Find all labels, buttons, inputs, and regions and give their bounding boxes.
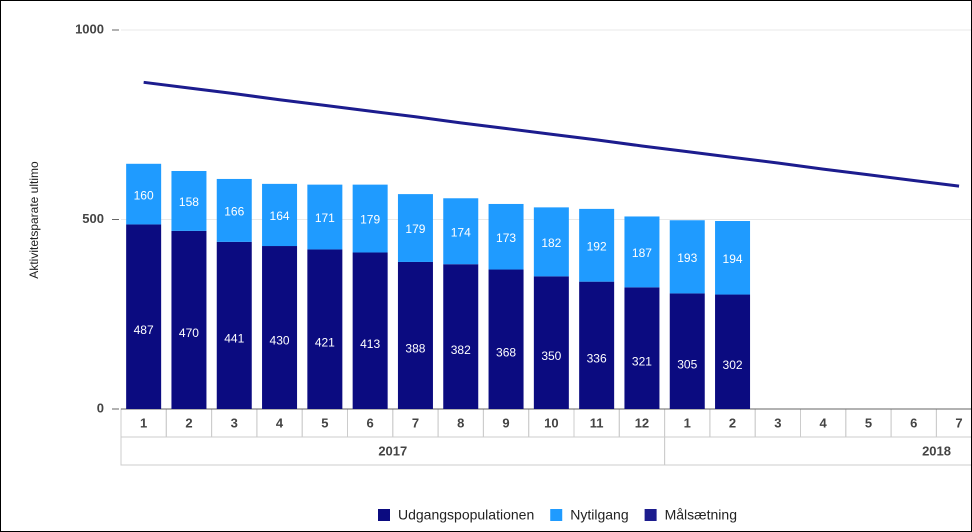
value-label: 487 [134, 323, 154, 337]
bar [579, 281, 615, 409]
value-label: 302 [723, 358, 743, 372]
x-tick-label: 8 [457, 415, 464, 430]
bar [171, 170, 207, 231]
value-label: 421 [315, 335, 335, 349]
value-label: 160 [134, 188, 154, 202]
bar [669, 293, 705, 409]
legend-swatch [378, 509, 390, 521]
bar [307, 184, 343, 250]
value-label: 382 [451, 343, 471, 357]
value-label: 305 [677, 357, 697, 371]
bar [488, 203, 524, 270]
x-tick-label: 9 [502, 415, 509, 430]
x-tick-label: 3 [774, 415, 781, 430]
value-label: 187 [632, 246, 652, 260]
value-label: 179 [360, 213, 380, 227]
x-tick-label: 1 [140, 415, 147, 430]
y-tick-label: 1000 [75, 21, 104, 36]
line [143, 80, 960, 188]
bar [171, 230, 207, 409]
value-label: 470 [179, 326, 199, 340]
bar [126, 224, 162, 409]
value-label: 158 [179, 195, 199, 209]
bar [262, 183, 298, 247]
value-label: 192 [587, 239, 607, 253]
x-tick-label: 3 [231, 415, 238, 430]
bar [307, 249, 343, 409]
bar [488, 269, 524, 409]
bar [397, 194, 433, 262]
x-tick-label: 5 [865, 415, 872, 430]
legend-swatch [550, 509, 563, 521]
x-tick-label: 5 [321, 415, 328, 430]
x-tick-label: 2 [185, 415, 192, 430]
legend-label: Nytilgang [570, 507, 628, 523]
value-label: 321 [632, 354, 652, 368]
bar [533, 207, 569, 277]
group-cell [664, 436, 971, 466]
legend-swatch [644, 509, 657, 521]
value-label: 194 [723, 252, 743, 266]
value-label: 441 [224, 332, 244, 346]
x-tick-label: 12 [635, 415, 649, 430]
value-label: 166 [224, 205, 244, 219]
x-tick-label: 4 [276, 415, 284, 430]
value-label: 174 [451, 225, 471, 239]
x-tick-label: 6 [910, 415, 917, 430]
value-label: 336 [587, 351, 607, 365]
legend-label: Udgangspopulationen [398, 507, 534, 523]
x-tick-label: 11 [590, 415, 604, 430]
bar [352, 184, 388, 253]
value-label: 413 [360, 337, 380, 351]
bar [715, 294, 751, 409]
y-tick-label: 0 [97, 400, 104, 415]
group-label: 2018 [922, 443, 951, 458]
x-tick-label: 2 [729, 415, 736, 430]
x-tick-label: 4 [820, 415, 828, 430]
value-label: 179 [405, 222, 425, 236]
bar [624, 216, 660, 288]
bar [443, 198, 479, 265]
group-label: 2017 [378, 443, 407, 458]
x-tick-label: 6 [367, 415, 374, 430]
bar [579, 208, 615, 282]
y-axis-label: Aktivitetsparate ultimo [27, 161, 41, 279]
value-label: 193 [677, 251, 697, 265]
bar [352, 252, 388, 409]
bar [443, 264, 479, 409]
bar [126, 163, 162, 225]
bar [669, 220, 705, 294]
bar [715, 221, 751, 295]
value-label: 182 [541, 236, 561, 250]
x-tick-label: 7 [955, 415, 962, 430]
value-label: 430 [270, 334, 290, 348]
value-label: 388 [405, 342, 425, 356]
legend-label: Målsætning [665, 507, 737, 523]
bar [216, 178, 252, 242]
y-tick-label: 500 [82, 211, 104, 226]
value-label: 164 [270, 209, 290, 223]
bar [216, 241, 252, 409]
value-label: 368 [496, 345, 516, 359]
bar [397, 261, 433, 409]
value-label: 171 [315, 211, 335, 225]
x-tick-label: 10 [544, 415, 558, 430]
value-label: 173 [496, 231, 516, 245]
x-tick-label: 1 [684, 415, 691, 430]
bar [533, 276, 569, 409]
bar [262, 246, 298, 409]
value-label: 350 [541, 349, 561, 363]
bar [624, 287, 660, 409]
x-tick-label: 7 [412, 415, 419, 430]
